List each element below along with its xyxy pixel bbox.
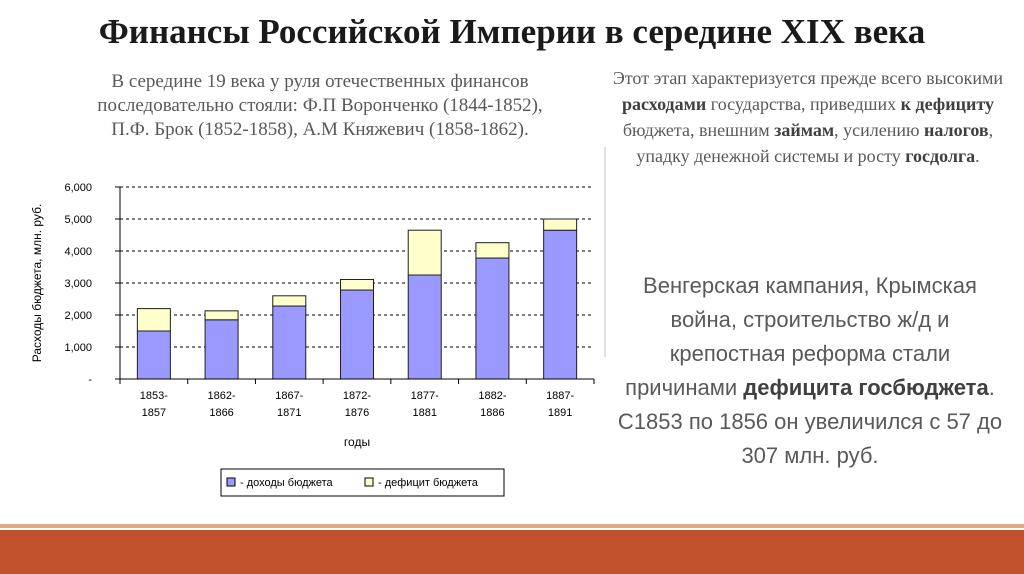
column-divider <box>604 147 606 357</box>
chart-axes <box>115 186 595 384</box>
y-axis-title: Расходы бюджета, млн. руб. <box>30 204 44 363</box>
bar-deficit <box>204 310 239 321</box>
chart-legend: - доходы бюджета - дефицит бюджета <box>220 468 505 497</box>
intro-text: В середине 19 века у руля отечественных … <box>40 70 600 142</box>
stage-bold-taxes: налогов <box>923 120 989 140</box>
legend-swatch-deficit <box>364 477 374 487</box>
bar-income <box>136 330 171 380</box>
y-tick-label: 6,000 <box>64 182 92 194</box>
chart-bars <box>136 218 578 380</box>
causes-description: Венгерская кампания, Крымская война, стр… <box>614 269 1006 473</box>
chart-labels: - 1,000 2,000 3,000 4,000 5,000 6,000 1853- 1857… <box>30 182 575 449</box>
x-tick-label: 1891 <box>548 407 572 419</box>
y-tick-label: 5,000 <box>64 214 92 226</box>
legend-swatch-income <box>226 477 236 487</box>
bar-income <box>204 319 239 380</box>
bar-deficit <box>475 242 510 259</box>
x-axis-title: годы <box>344 435 370 449</box>
stage-text-2: государства, приведших <box>706 94 901 114</box>
stage-text-3: бюджета, внешним <box>622 120 775 140</box>
x-tick-label: 1871 <box>277 407 301 419</box>
footer-accent-line <box>0 524 1024 528</box>
stage-bold-deficit: к дефициту <box>900 94 994 114</box>
stage-bold-loans: займам <box>774 120 835 140</box>
page-title: Финансы Российской Империи в середине XI… <box>98 12 926 51</box>
x-tick-label: 1887- <box>546 390 574 402</box>
legend-label-income: - доходы бюджета <box>240 477 334 489</box>
bar-deficit <box>340 278 374 291</box>
budget-chart: - 1,000 2,000 3,000 4,000 5,000 6,000 1853- 1857… <box>30 182 595 497</box>
bar-deficit <box>272 295 307 307</box>
causes-bold-deficit: дефицита госбюджета <box>743 375 989 400</box>
causes-text-2: . С1853 по 1856 он увеличился с 57 до 30… <box>617 375 1003 468</box>
x-tick-label: 1867- <box>275 390 303 402</box>
x-tick-label: 1857 <box>142 407 166 419</box>
bar-income <box>475 257 510 380</box>
x-tick-label: 1877- <box>411 390 439 402</box>
bar-deficit <box>543 218 578 231</box>
x-tick-label: 1876 <box>345 407 369 419</box>
x-tick-label: 1872- <box>343 390 371 402</box>
intro-line-3: П.Ф. Брок (1852-1858), А.М Княжевич (185… <box>111 119 529 140</box>
x-tick-label: 1862- <box>208 390 236 402</box>
legend-label-deficit: - дефицит бюджета <box>378 477 479 489</box>
bar-income <box>543 229 578 380</box>
bar-income <box>407 274 442 380</box>
x-tick-label: 1853- <box>140 390 168 402</box>
stage-text-1: Этот этап характеризуется прежде всего в… <box>612 68 1004 88</box>
x-tick-label: 1886 <box>480 407 504 419</box>
x-tick-label: 1882- <box>478 390 506 402</box>
legend-box <box>220 468 505 497</box>
bar-deficit <box>407 229 442 276</box>
y-tick-label: 1,000 <box>64 342 92 354</box>
x-tick-label: 1866 <box>209 407 233 419</box>
y-tick-label: 2,000 <box>64 310 92 322</box>
y-tick-label: 4,000 <box>64 246 92 258</box>
stage-text-4: , усилению <box>834 120 924 140</box>
stage-text-5: , упадку денежной системы и росту <box>636 120 994 166</box>
stage-description: Этот этап характеризуется прежде всего в… <box>612 65 1004 169</box>
right-column: Этот этап характеризуется прежде всего в… <box>604 65 1004 525</box>
bar-deficit <box>136 308 171 332</box>
stage-bold-debt: госдолга <box>905 146 976 166</box>
bar-income <box>340 289 374 380</box>
x-tick-label: 1881 <box>412 407 436 419</box>
intro-line-2: последовательно стояли: Ф.П Воронченко (… <box>97 95 543 116</box>
stage-text-6: . <box>975 146 980 166</box>
footer-band <box>0 530 1024 574</box>
stage-bold-expenses: расходами <box>622 94 707 114</box>
y-tick-label: - <box>88 374 92 386</box>
causes-text-1: Венгерская кампания, Крымская война, стр… <box>625 273 977 400</box>
intro-line-1: В середине 19 века у руля отечественных … <box>111 71 529 92</box>
y-tick-label: 3,000 <box>64 278 92 290</box>
bar-income <box>272 305 307 380</box>
